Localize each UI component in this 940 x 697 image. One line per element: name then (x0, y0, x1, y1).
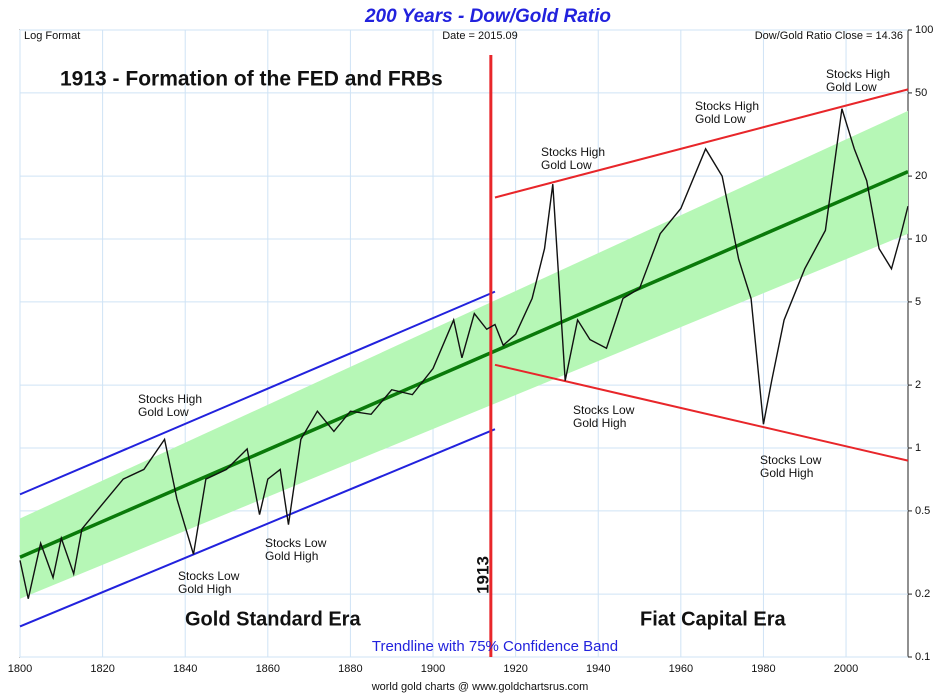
y-tick-label: 20 (915, 170, 927, 182)
annotation: Stocks Low (178, 569, 240, 583)
y-tick-label: 0.2 (915, 588, 930, 600)
annotation: Gold High (265, 549, 318, 563)
annotation: Gold High (760, 466, 813, 480)
x-tick-label: 1840 (173, 663, 197, 675)
y-tick-label: 2 (915, 379, 921, 391)
annotation: Stocks Low (760, 453, 822, 467)
data-line (19, 108, 909, 599)
x-tick-label: 1960 (669, 663, 693, 675)
annotation: Stocks High (138, 392, 202, 406)
trend-line (19, 170, 909, 559)
layer (19, 29, 909, 658)
y-tick-label: 1 (915, 442, 921, 454)
x-tick-label: 1800 (8, 663, 32, 675)
header-right: Dow/Gold Ratio Close = 14.36 (755, 30, 903, 42)
y-tick-label: 10 (915, 233, 927, 245)
channel-line (19, 290, 496, 496)
annotation: Stocks High (826, 67, 890, 81)
annotation: Gold Low (695, 112, 746, 126)
band-caption: Trendline with 75% Confidence Band (372, 638, 618, 655)
annotation: Stocks High (695, 99, 759, 113)
chart-title: 200 Years - Dow/Gold Ratio (364, 6, 611, 27)
annotation: Stocks Low (573, 403, 635, 417)
event-label: 1913 (473, 556, 492, 594)
header-center: Date = 2015.09 (442, 30, 518, 42)
x-tick-label: 1980 (751, 663, 775, 675)
channel-line (494, 363, 909, 462)
x-tick-label: 2000 (834, 663, 858, 675)
confidence-band (20, 110, 908, 599)
x-tick-label: 1900 (421, 663, 445, 675)
x-tick-label: 1920 (503, 663, 527, 675)
era-left: Gold Standard Era (185, 608, 361, 630)
annotation: Gold Low (541, 158, 592, 172)
annotation: Gold High (573, 416, 626, 430)
x-tick-label: 1860 (256, 663, 280, 675)
annotation: Gold Low (826, 80, 877, 94)
annotation: Stocks Low (265, 536, 327, 550)
annotation: Gold Low (138, 405, 189, 419)
channel-line (19, 428, 496, 628)
header-left: Log Format (24, 30, 80, 42)
source: world gold charts @ www.goldchartsrus.co… (371, 681, 589, 693)
channel-line (494, 88, 909, 199)
headline: 1913 - Formation of the FED and FRBs (60, 68, 443, 91)
x-tick-label: 1940 (586, 663, 610, 675)
y-tick-label: 0.1 (915, 651, 930, 663)
x-tick-label: 1880 (338, 663, 362, 675)
annotation: Stocks High (541, 145, 605, 159)
annotation: Gold High (178, 582, 231, 596)
y-tick-label: 5 (915, 296, 921, 308)
y-tick-label: 100 (915, 24, 933, 36)
era-right: Fiat Capital Era (640, 608, 786, 630)
x-tick-label: 1820 (90, 663, 114, 675)
y-tick-label: 0.5 (915, 505, 930, 517)
y-tick-label: 50 (915, 87, 927, 99)
